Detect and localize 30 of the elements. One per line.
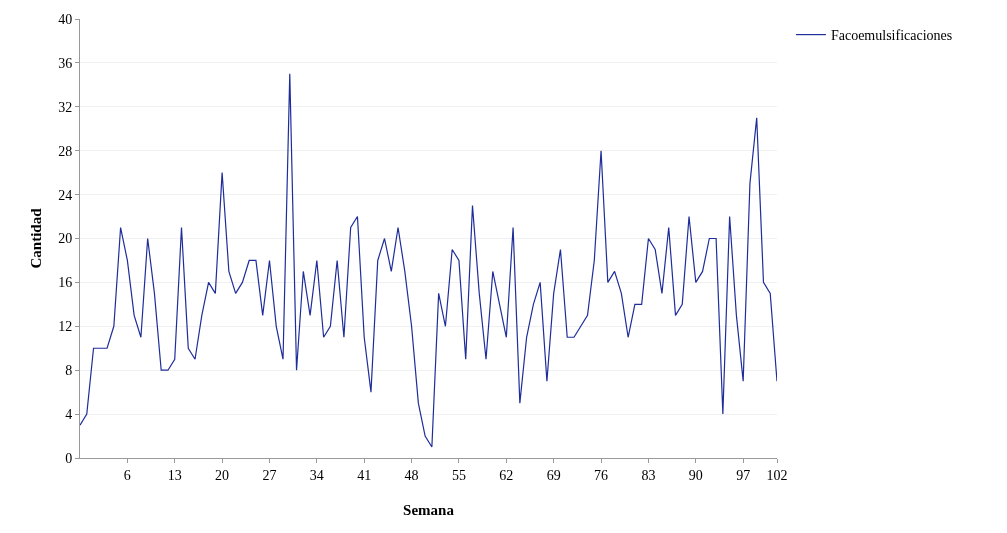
y-tick-label: 40	[58, 11, 73, 27]
line-series	[80, 73, 777, 448]
x-tick-label: 90	[688, 467, 703, 483]
x-tick-label: 102	[766, 467, 788, 483]
y-tick-label: 8	[65, 363, 73, 379]
y-axis-title: Cantidad	[28, 207, 45, 269]
x-tick-label: 62	[499, 467, 514, 483]
x-tick-label: 76	[594, 467, 609, 483]
y-tick-label: 32	[58, 99, 73, 115]
y-tick-label: 0	[65, 450, 73, 466]
y-tick-label: 36	[58, 55, 73, 71]
x-tick-label: 6	[123, 467, 131, 483]
x-tick-label: 41	[357, 467, 372, 483]
y-tick-label: 20	[58, 231, 73, 247]
y-tick-label: 24	[58, 187, 73, 203]
y-tick-label: 4	[65, 407, 73, 422]
x-tick-label: 13	[167, 467, 182, 483]
x-axis-title: Semana	[403, 501, 455, 518]
x-tick-label: 34	[309, 467, 324, 483]
x-tick-label: 97	[736, 467, 751, 483]
x-tick-label: 83	[641, 467, 656, 483]
y-tick-label: 16	[58, 275, 73, 291]
y-tick-label: 28	[58, 143, 73, 159]
x-tick-label: 27	[262, 467, 277, 483]
legend-label: Facoemulsificaciones	[830, 28, 953, 44]
x-tick-label: 48	[404, 467, 419, 483]
x-tick-label: 69	[546, 467, 561, 483]
x-tick-label: 20	[215, 467, 230, 483]
x-tick-label: 55	[451, 467, 466, 483]
y-tick-label: 12	[58, 319, 73, 335]
